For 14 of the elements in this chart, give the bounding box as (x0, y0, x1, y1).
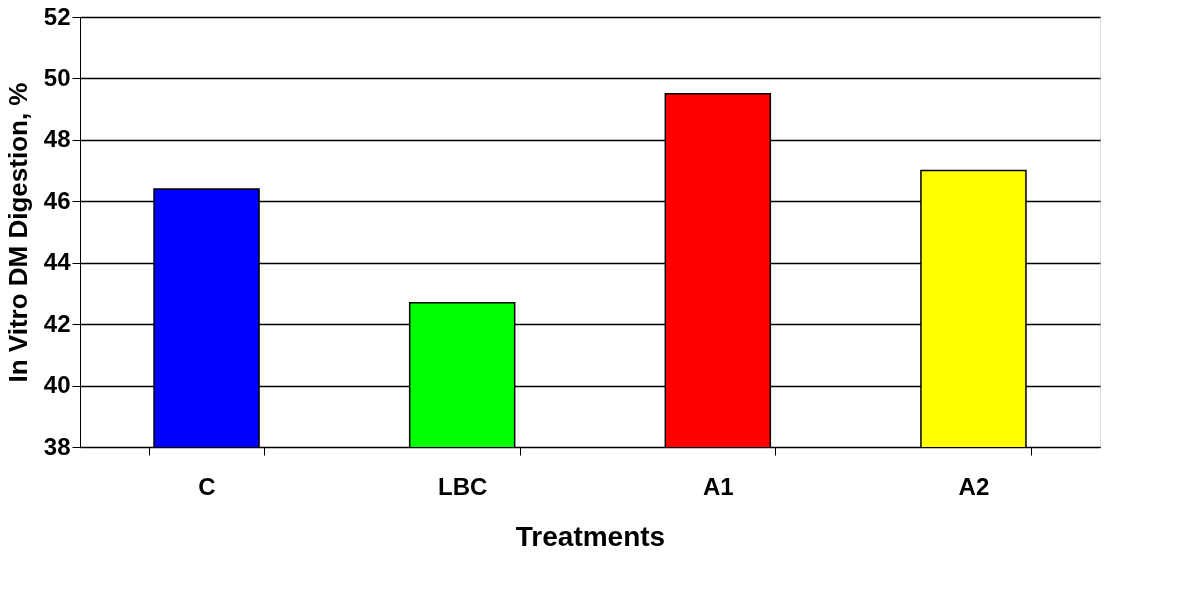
x-tick-label: LBC (438, 472, 488, 500)
y-tick-label: 42 (43, 309, 71, 337)
x-tick-label: A2 (958, 472, 990, 500)
y-tick-label: 44 (43, 248, 72, 276)
x-tick-label: C (198, 472, 216, 500)
y-tick-label: 38 (43, 432, 71, 460)
y-tick-label: 52 (43, 2, 71, 30)
y-tick-label: 48 (43, 125, 71, 153)
y-tick-label: 40 (43, 371, 71, 399)
y-tick-label: 46 (43, 186, 71, 214)
y-tick-label: 50 (43, 63, 71, 91)
x-axis-title: Treatments (515, 520, 666, 552)
y-axis-title: In Vitro DM Digestion, % (2, 82, 33, 383)
x-tick-label: A1 (702, 472, 734, 500)
